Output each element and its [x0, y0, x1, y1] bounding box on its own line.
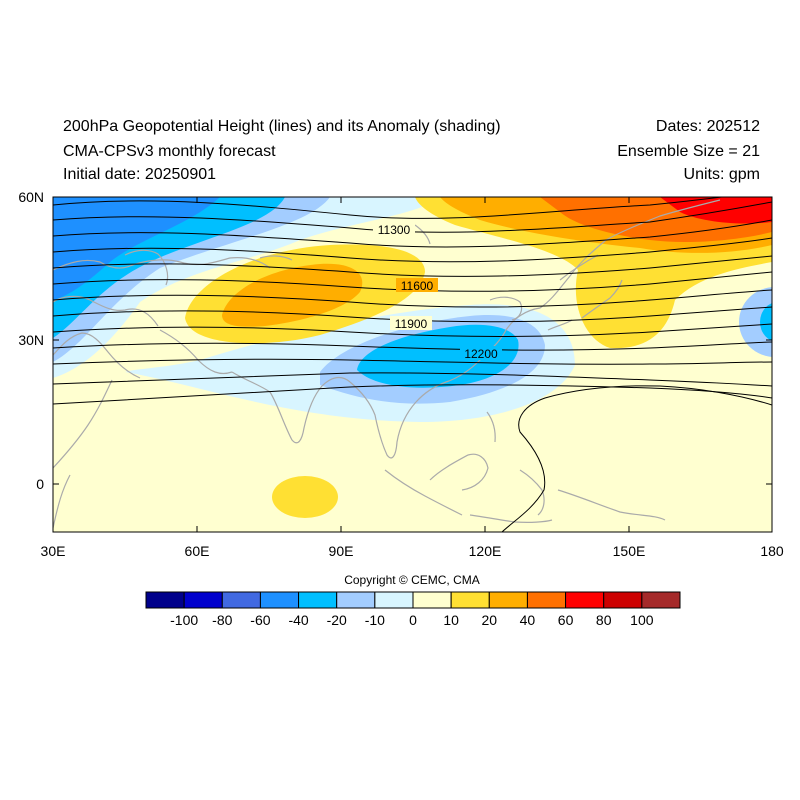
x-tick-label-90e: 90E: [329, 543, 354, 559]
colorbar-label: 60: [558, 612, 574, 628]
x-tick-label-180: 180: [760, 543, 784, 559]
colorbar-label: 40: [520, 612, 536, 628]
anomaly-shade-pos20-centralasia: [222, 263, 363, 327]
colorbar-label: 80: [596, 612, 612, 628]
x-tick-label-120e: 120E: [469, 543, 502, 559]
anomaly-shade-neg40-east: [760, 303, 772, 341]
colorbar-label: 10: [443, 612, 459, 628]
contour-label-11900-bg: [390, 316, 432, 330]
contour-label-11900: 11900: [395, 317, 428, 331]
contour-label-11600-bg: [396, 278, 438, 292]
height-contours: [53, 197, 772, 532]
colorbar-swatch: [526, 591, 567, 609]
anomaly-shade-pos60-pacific: [660, 197, 772, 224]
initial-date: Initial date: 20250901: [63, 166, 217, 183]
colorbar-label: -60: [250, 612, 270, 628]
colorbar-label: -20: [327, 612, 347, 628]
model-subtitle: CMA-CPSv3 monthly forecast: [63, 143, 276, 160]
colorbar-label: 20: [481, 612, 497, 628]
contour-label-12200: 12200: [464, 347, 498, 361]
colorbar-swatch: [259, 591, 300, 609]
colorbar-swatch: [221, 591, 261, 609]
map-title: 200hPa Geopotential Height (lines) and i…: [63, 118, 501, 135]
y-tick-label-60n: 60N: [18, 189, 44, 205]
anomaly-shade-neg40-asia: [357, 324, 519, 388]
colorbar-label: 0: [409, 612, 417, 628]
contour-label-11600: 11600: [401, 279, 434, 293]
colorbar-label: -10: [365, 612, 385, 628]
axis-ticks: [53, 197, 772, 532]
contour-label-12200-bg: [460, 346, 502, 360]
colorbar-swatch: [183, 591, 223, 609]
x-tick-label-60e: 60E: [185, 543, 210, 559]
ensemble-size: Ensemble Size = 21: [617, 143, 760, 160]
colorbar-swatch: [412, 591, 452, 609]
colorbar-swatch: [450, 591, 490, 609]
colorbar-swatch: [298, 591, 338, 609]
map-plot-area: 11300 11600 11900 12200: [53, 197, 772, 532]
copyright-text: Copyright © CEMC, CMA: [344, 573, 480, 587]
plot-frame: [52, 196, 773, 533]
colorbar-swatch: [336, 591, 376, 609]
y-tick-label-0: 0: [36, 476, 44, 492]
anomaly-shade-neg20-east: [739, 287, 772, 357]
contour-label-group: 11300 11600 11900 12200: [373, 222, 502, 361]
colorbar-swatch: [488, 591, 528, 609]
forecast-dates: Dates: 202512: [655, 118, 760, 135]
y-tick-label-30n: 30N: [18, 332, 44, 348]
x-tick-label-150e: 150E: [613, 543, 646, 559]
colorbar-swatch: [641, 591, 681, 609]
colorbar-label: -100: [170, 612, 198, 628]
colorbar-swatch: [565, 591, 605, 609]
colorbar-label: 100: [630, 612, 654, 628]
colorbar-swatch: [603, 591, 643, 609]
contour-label-11300-bg: [373, 222, 415, 236]
colorbar-label: -80: [212, 612, 232, 628]
coastlines: [53, 199, 721, 529]
x-tick-label-30e: 30E: [41, 543, 66, 559]
colorbar-swatch: [145, 591, 185, 609]
colorbar-swatch: [374, 591, 414, 609]
anomaly-shade-pos10-indianocean: [272, 476, 338, 518]
anomaly-shade-neg60-west: [53, 197, 220, 300]
contour-label-11300: 11300: [378, 223, 411, 237]
units-label: Units: gpm: [683, 166, 760, 183]
colorbar-label: -40: [288, 612, 308, 628]
colorbar: -100 -80 -60 -40 -20 -10 0 10 20 40 60 80 100: [145, 591, 681, 628]
